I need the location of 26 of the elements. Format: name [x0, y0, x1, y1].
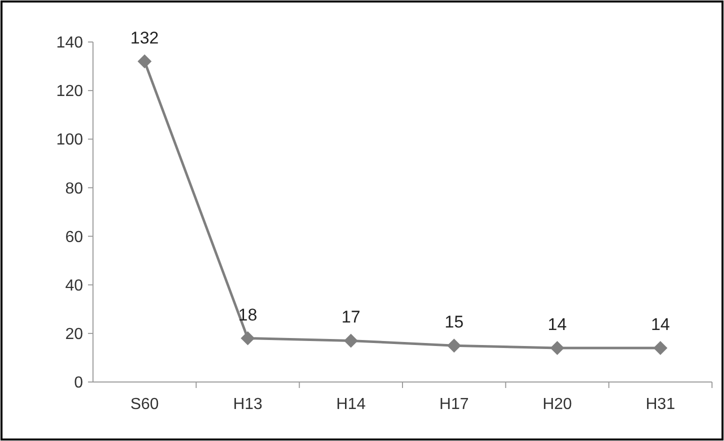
data-label: 132: [130, 28, 159, 48]
point: [447, 338, 462, 353]
y-tick-label: 100: [56, 132, 84, 149]
x-tick-label: H31: [646, 396, 676, 413]
x-tick-label: H17: [439, 396, 469, 413]
point: [240, 331, 255, 346]
x-tick-label: H20: [542, 396, 572, 413]
y-tick-label: 120: [56, 83, 84, 100]
data-label: 18: [238, 305, 258, 324]
y-tick-label: 140: [56, 34, 84, 52]
data-label: 14: [548, 315, 567, 334]
y-tick-label: 60: [65, 228, 84, 246]
y-tick-label: 0: [74, 374, 84, 392]
y-tick-label: 40: [65, 277, 84, 294]
data-label: 17: [341, 308, 360, 327]
data-label: 15: [444, 312, 464, 332]
y-tick-label: 80: [65, 180, 84, 198]
y-tick-label: 20: [65, 326, 84, 344]
x-tick-label: H13: [233, 396, 263, 413]
point: [138, 54, 152, 68]
data-label: 14: [650, 315, 670, 334]
x-tick-label: H14: [336, 396, 366, 413]
point: [344, 334, 358, 348]
x-tick-label: S60: [130, 396, 159, 413]
point: [653, 341, 668, 355]
point: [550, 341, 564, 355]
